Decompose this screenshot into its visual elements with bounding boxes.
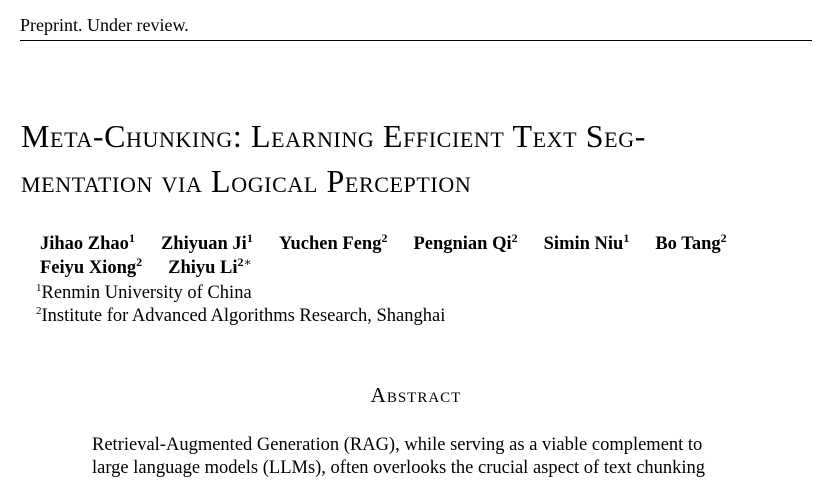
preprint-notice: Preprint. Under review. <box>20 15 189 35</box>
affiliation: 1Renmin University of China <box>36 282 445 305</box>
author-name: Bo Tang <box>655 234 721 254</box>
author: Feiyu Xiong2 <box>40 256 142 280</box>
title-line: Meta-Chunking: Learning Efficient Text S… <box>21 118 646 154</box>
affiliation-marker: 2 <box>720 231 727 245</box>
affiliation-text: Institute for Advanced Algorithms Resear… <box>41 306 446 326</box>
author-name: Simin Niu <box>543 234 624 254</box>
author: Bo Tang2 <box>655 232 726 256</box>
author: Simin Niu1 <box>544 232 630 256</box>
author: Pengnian Qi2 <box>413 232 517 256</box>
author-row: Jihao Zhao1 Zhiyuan Ji1 Yuchen Feng2 Pen… <box>40 232 820 256</box>
affiliation-marker: 1 <box>623 231 630 245</box>
corresponding-author-mark: ∗ <box>243 255 252 269</box>
affiliation-list: 1Renmin University of China 2Institute f… <box>36 282 445 328</box>
author-name: Yuchen Feng <box>278 234 382 254</box>
author: Jihao Zhao1 <box>40 232 135 256</box>
abstract-line: Retrieval-Augmented Generation (RAG), wh… <box>92 435 703 455</box>
author-name: Zhiyu Li <box>168 258 238 278</box>
affiliation-marker: 2 <box>511 231 518 245</box>
author: Zhiyuan Ji1 <box>161 232 253 256</box>
header-rule <box>20 40 812 41</box>
affiliation: 2Institute for Advanced Algorithms Resea… <box>36 305 445 328</box>
paper-title: Meta-Chunking: Learning Efficient Text S… <box>21 114 821 204</box>
affiliation-text: Renmin University of China <box>41 283 252 303</box>
affiliation-marker: 2 <box>136 255 143 269</box>
author-list: Jihao Zhao1 Zhiyuan Ji1 Yuchen Feng2 Pen… <box>40 232 820 280</box>
author: Zhiyu Li2∗ <box>168 256 252 280</box>
author-name: Jihao Zhao <box>40 234 129 254</box>
title-line: mentation via Logical Perception <box>21 163 472 199</box>
affiliation-marker: 2∗ <box>238 255 252 269</box>
author-row: Feiyu Xiong2 Zhiyu Li2∗ <box>40 256 820 280</box>
abstract-body: Retrieval-Augmented Generation (RAG), wh… <box>92 434 752 480</box>
author-name: Feiyu Xiong <box>40 258 137 278</box>
affiliation-marker: 2 <box>381 231 388 245</box>
author: Yuchen Feng2 <box>279 232 388 256</box>
affiliation-marker: 1 <box>246 231 253 245</box>
author-name: Pengnian Qi <box>413 234 512 254</box>
affiliation-marker: 1 <box>128 231 135 245</box>
abstract-heading: Abstract <box>370 383 462 407</box>
affiliation-number: 2 <box>36 305 42 317</box>
affiliation-number: 2 <box>237 255 244 269</box>
affiliation-number: 1 <box>36 282 42 294</box>
author-name: Zhiyuan Ji <box>160 234 247 254</box>
abstract-line: large language models (LLMs), often over… <box>92 458 706 478</box>
